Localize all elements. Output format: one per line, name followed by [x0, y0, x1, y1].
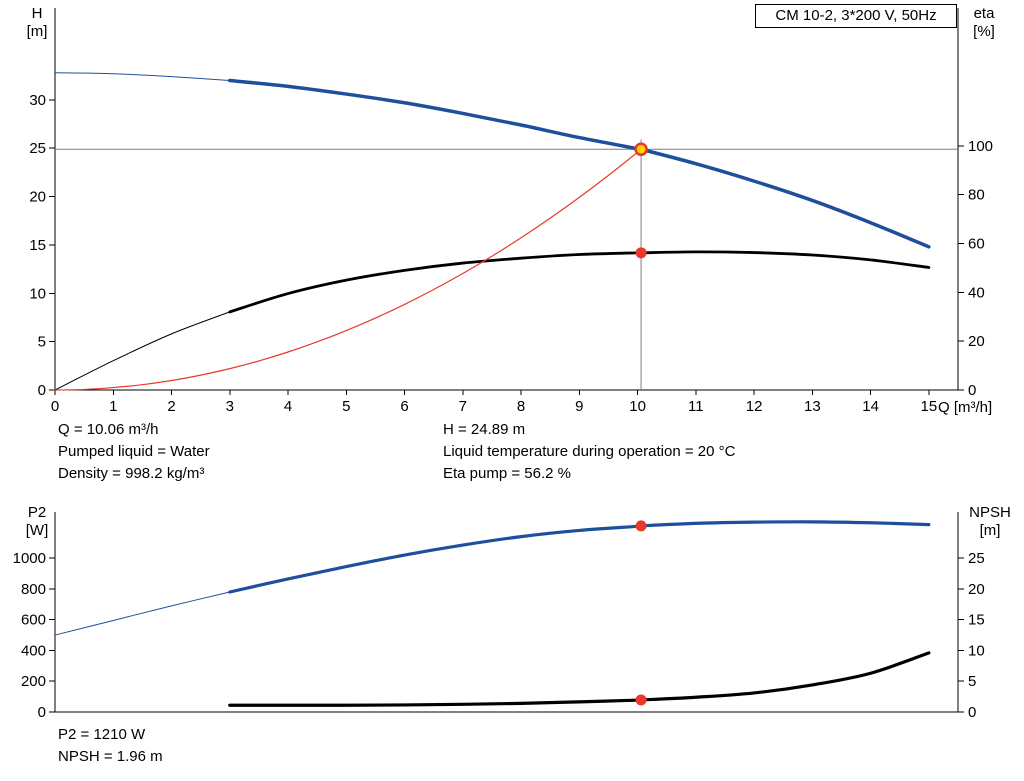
- y-right-tick-label: 15: [968, 612, 985, 629]
- y-left-axis-title: H [m]: [16, 5, 58, 41]
- x-tick-label: 9: [575, 398, 583, 415]
- y-left-tick-label: 200: [21, 673, 46, 690]
- axes: [49, 8, 964, 395]
- head-curve: [228, 78, 931, 249]
- eta-pump-text: Eta pump = 56.2 %: [443, 465, 571, 482]
- p2-curve-thin: [54, 591, 230, 636]
- eta-axis-label: eta: [973, 5, 995, 22]
- x-tick-label: 13: [804, 398, 821, 415]
- q-value-text: Q = 10.06 m³/h: [58, 421, 159, 438]
- density-text: Density = 998.2 kg/m³: [58, 465, 205, 482]
- h-axis-label: H: [31, 5, 43, 22]
- head-eta-chart: 0 1 2 3 4 5 6 7 8 9 10 11 12 13 14 15051015202530020406…: [29, 8, 993, 415]
- npsh-curve: [228, 651, 931, 707]
- x-tick-label: 5: [342, 398, 350, 415]
- pump-model-title: CM 10-2, 3*200 V, 50Hz: [755, 4, 957, 28]
- y-left-tick-label: 25: [29, 140, 46, 157]
- y-right-tick-label: 25: [968, 550, 985, 567]
- y-right-tick-label: 20: [968, 581, 985, 598]
- duty-point-eta: [635, 247, 647, 259]
- h-axis-unit: [m]: [26, 23, 48, 40]
- y-left-tick-label: 800: [21, 581, 46, 598]
- p2-axis-title: P2 [W]: [16, 504, 58, 540]
- npsh-axis-unit: [m]: [979, 522, 1001, 539]
- x-tick-label: 3: [226, 398, 234, 415]
- y-right-tick-label: 20: [968, 333, 985, 350]
- y-right-tick-label: 40: [968, 284, 985, 301]
- y-right-tick-label: 10: [968, 642, 985, 659]
- npsh-axis-label: NPSH: [969, 504, 1011, 521]
- x-tick-label: 11: [688, 398, 704, 415]
- x-tick-label: 12: [746, 398, 763, 415]
- npsh-value-text: NPSH = 1.96 m: [58, 748, 163, 765]
- y-left-tick-label: 400: [21, 642, 46, 659]
- head-curve-thin: [54, 72, 230, 82]
- y-left-tick-label: 20: [29, 189, 46, 206]
- y-right-axis-title: eta [%]: [962, 5, 1006, 41]
- eta-axis-unit: [%]: [973, 23, 995, 40]
- pumped-liquid-text: Pumped liquid = Water: [58, 443, 210, 460]
- y-left-tick-label: 0: [38, 382, 46, 399]
- p2-axis-label: P2: [27, 504, 47, 521]
- duty-point-head: [634, 142, 648, 157]
- x-tick-label: 15: [921, 398, 938, 415]
- eta-curve: [228, 250, 931, 314]
- y-right-tick-label: 0: [968, 704, 976, 721]
- p2-npsh-chart: 0 200 400 600 800 1000 0 5 10 15 20 25: [13, 512, 985, 721]
- y-right-tick-label: 100: [968, 138, 993, 155]
- x-axis-title: Q [m³/h]: [938, 399, 993, 416]
- p2-axis-unit: [W]: [25, 522, 49, 539]
- x-tick-label: 0: [51, 398, 59, 415]
- axes: [49, 512, 964, 713]
- x-tick-label: 6: [400, 398, 408, 415]
- p2-value-text: P2 = 1210 W: [58, 726, 146, 743]
- y-right-tick-label: 60: [968, 236, 985, 253]
- y-left-tick-label: 30: [29, 92, 46, 109]
- y-right-tick-label: 80: [968, 187, 985, 204]
- system-curve: [54, 148, 642, 391]
- x-tick-label: 7: [459, 398, 467, 415]
- p2-curve: [228, 520, 931, 594]
- x-tick-label: 4: [284, 398, 292, 415]
- x-tick-label: 2: [167, 398, 175, 415]
- h-value-text: H = 24.89 m: [443, 421, 526, 438]
- x-tick-label: 8: [517, 398, 525, 415]
- y-left-tick-label: 0: [38, 704, 46, 721]
- y-left-tick-label: 10: [29, 285, 46, 302]
- duty-point-npsh: [635, 694, 647, 706]
- y-left-tick-label: 15: [29, 237, 46, 254]
- y-left-tick-label: 600: [21, 612, 46, 629]
- eta-curve-thin: [54, 311, 230, 391]
- x-tick-label: 1: [109, 398, 117, 415]
- npsh-axis-title: NPSH [m]: [962, 504, 1018, 540]
- x-tick-label: 14: [862, 398, 879, 415]
- liquid-temperature-text: Liquid temperature during operation = 20…: [443, 443, 736, 460]
- x-tick-label: 10: [629, 398, 646, 415]
- y-right-tick-label: 5: [968, 673, 976, 690]
- duty-point-p2: [635, 520, 647, 532]
- y-left-tick-label: 1000: [13, 550, 46, 567]
- y-right-tick-label: 0: [968, 382, 976, 399]
- y-left-tick-label: 5: [38, 334, 46, 351]
